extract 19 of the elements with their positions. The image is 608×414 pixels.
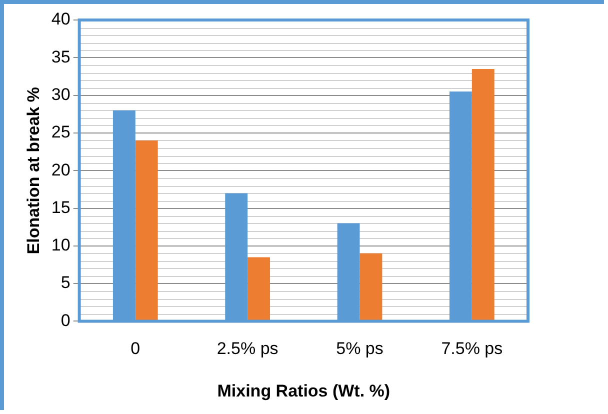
x-tick-label: 7.5% ps [441, 339, 503, 358]
y-tick-label: 5 [60, 273, 70, 292]
y-tick-label: 35 [51, 47, 70, 66]
bar [360, 253, 382, 321]
bar [472, 68, 494, 321]
y-tick-label: 25 [51, 122, 70, 142]
bar [248, 257, 270, 321]
x-tick-label: 2.5% ps [216, 339, 278, 358]
y-tick-label: 20 [51, 160, 70, 180]
y-tick-label: 10 [51, 236, 70, 255]
y-tick-label: 0 [60, 310, 70, 330]
x-tick-label: 5% ps [336, 339, 384, 358]
y-tick-label: 15 [51, 198, 70, 217]
y-tick-label: 40 [51, 10, 70, 29]
x-tick-label: 0 [130, 339, 140, 358]
y-tick-label: 30 [51, 84, 70, 104]
x-axis-title: Mixing Ratios (Wt. %) [217, 381, 390, 400]
y-axis-title: Elonation at break % [24, 87, 43, 254]
bar [135, 140, 158, 321]
